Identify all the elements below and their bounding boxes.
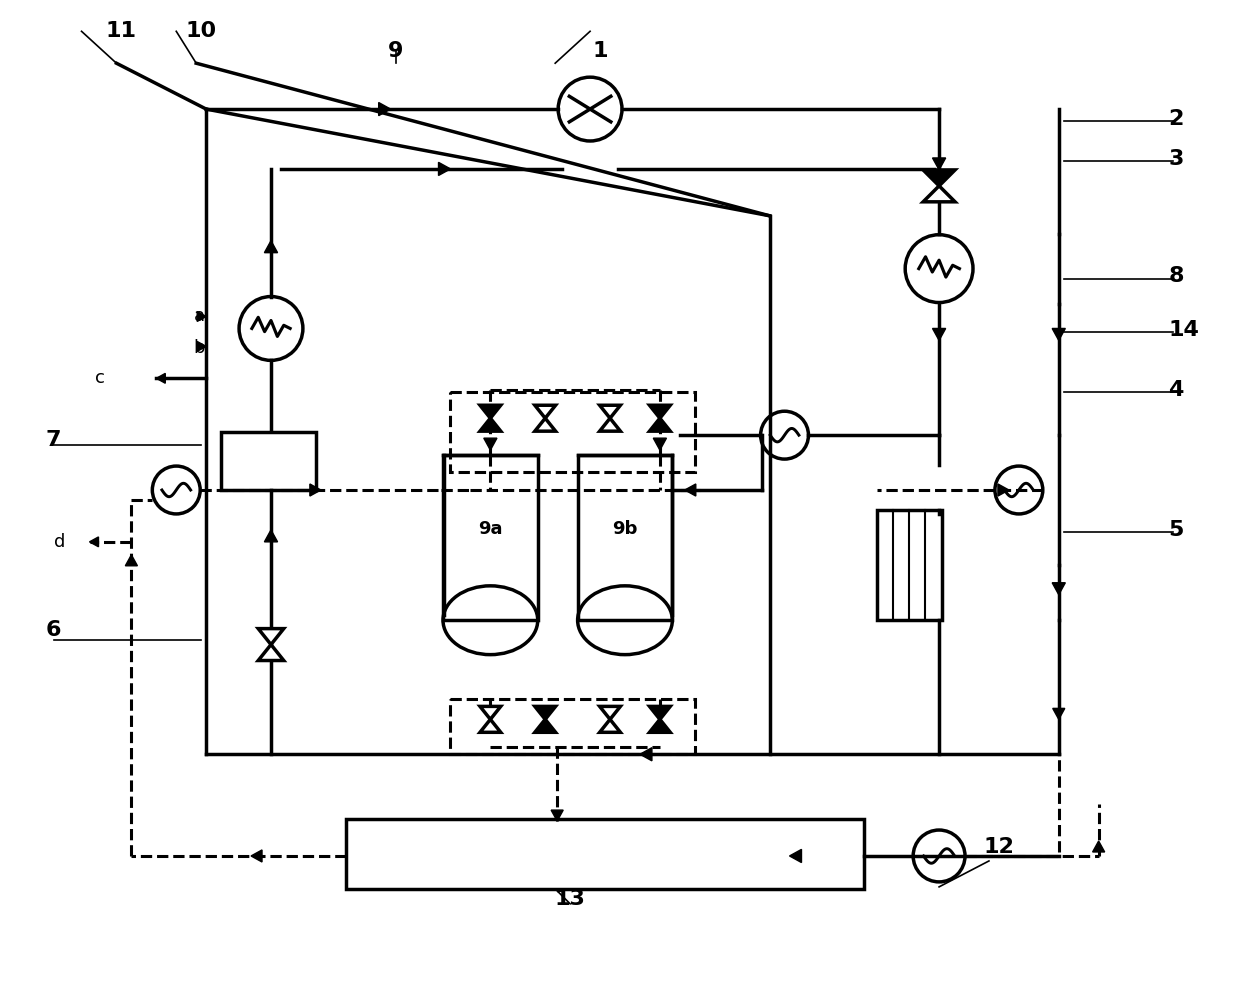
Polygon shape [600, 720, 620, 733]
Polygon shape [439, 162, 450, 176]
Polygon shape [250, 850, 262, 862]
Text: 11: 11 [105, 22, 136, 41]
Bar [221, 432, 316, 490]
Polygon shape [480, 706, 501, 720]
Text: 10: 10 [186, 22, 217, 41]
Text: 1: 1 [593, 41, 608, 61]
Polygon shape [923, 186, 955, 202]
Polygon shape [551, 810, 563, 821]
Bar [450, 699, 694, 754]
Text: 9a: 9a [479, 520, 502, 538]
Bar [443, 455, 538, 621]
Polygon shape [932, 158, 946, 170]
Polygon shape [650, 406, 671, 418]
Polygon shape [156, 373, 165, 383]
Text: 14: 14 [1168, 320, 1199, 341]
Bar [877, 510, 941, 620]
Polygon shape [310, 484, 321, 496]
Polygon shape [600, 418, 620, 431]
Polygon shape [998, 484, 1009, 496]
Polygon shape [480, 418, 501, 431]
Text: c: c [94, 369, 104, 387]
Text: 7: 7 [46, 430, 61, 450]
Polygon shape [197, 311, 206, 321]
Polygon shape [378, 102, 391, 116]
Polygon shape [484, 438, 497, 450]
Polygon shape [653, 438, 666, 450]
Polygon shape [534, 706, 556, 720]
Text: 3: 3 [1168, 149, 1184, 169]
Bar [578, 455, 672, 621]
Polygon shape [258, 644, 284, 661]
Polygon shape [264, 241, 278, 252]
Text: b: b [193, 340, 205, 357]
Polygon shape [258, 628, 284, 644]
Polygon shape [1092, 841, 1105, 852]
Polygon shape [650, 720, 671, 733]
Polygon shape [600, 406, 620, 418]
Text: 5: 5 [1168, 519, 1184, 540]
Text: 13: 13 [554, 889, 585, 909]
Text: 9: 9 [388, 41, 403, 61]
Polygon shape [264, 530, 278, 542]
Polygon shape [640, 747, 652, 761]
Polygon shape [923, 170, 955, 186]
Polygon shape [932, 328, 946, 341]
Polygon shape [89, 537, 98, 547]
Polygon shape [1053, 328, 1065, 341]
Bar [346, 819, 864, 889]
Polygon shape [1053, 708, 1065, 720]
Polygon shape [480, 720, 501, 733]
Polygon shape [534, 418, 556, 431]
Polygon shape [650, 418, 671, 431]
Text: 9b: 9b [613, 520, 637, 538]
Text: 12: 12 [983, 837, 1014, 857]
Polygon shape [790, 849, 801, 862]
Polygon shape [125, 555, 138, 566]
Text: d: d [53, 533, 66, 551]
Text: a: a [193, 307, 205, 325]
Text: 6: 6 [46, 620, 61, 639]
Text: 4: 4 [1168, 380, 1184, 401]
Polygon shape [480, 406, 501, 418]
Polygon shape [600, 706, 620, 720]
Bar [450, 392, 694, 472]
Text: 2: 2 [1168, 109, 1184, 129]
Polygon shape [534, 720, 556, 733]
Polygon shape [650, 706, 671, 720]
Polygon shape [684, 484, 696, 496]
Polygon shape [534, 406, 556, 418]
Text: 8: 8 [1168, 265, 1184, 286]
Polygon shape [1053, 582, 1065, 595]
Polygon shape [197, 342, 206, 352]
